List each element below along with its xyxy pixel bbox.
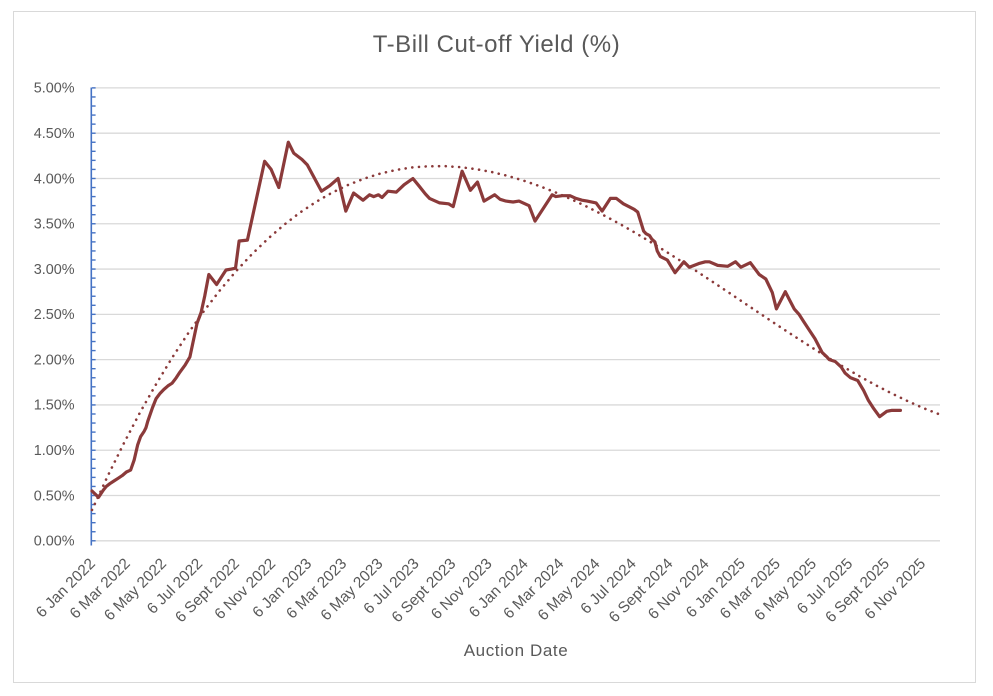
y-axis-label: 2.00% <box>34 352 75 368</box>
y-axis-label: 0.00% <box>34 534 75 550</box>
y-axis-label: 5.00% <box>34 81 75 97</box>
y-axis-label: 0.50% <box>34 488 75 504</box>
y-axis-label: 3.00% <box>34 262 75 278</box>
y-axis-label: 4.50% <box>34 126 75 142</box>
trendline <box>90 164 942 512</box>
chart-frame <box>13 11 976 683</box>
series-line <box>90 140 902 499</box>
chart-title: T-Bill Cut-off Yield (%) <box>372 31 621 58</box>
y-axis-label: 1.00% <box>34 443 75 459</box>
x-axis-title: Auction Date <box>463 641 569 660</box>
y-axis-label: 1.50% <box>34 398 75 414</box>
y-axis-label: 4.00% <box>34 171 75 187</box>
y-axis-label: 2.50% <box>34 307 75 323</box>
y-axis-label: 3.50% <box>34 217 75 233</box>
